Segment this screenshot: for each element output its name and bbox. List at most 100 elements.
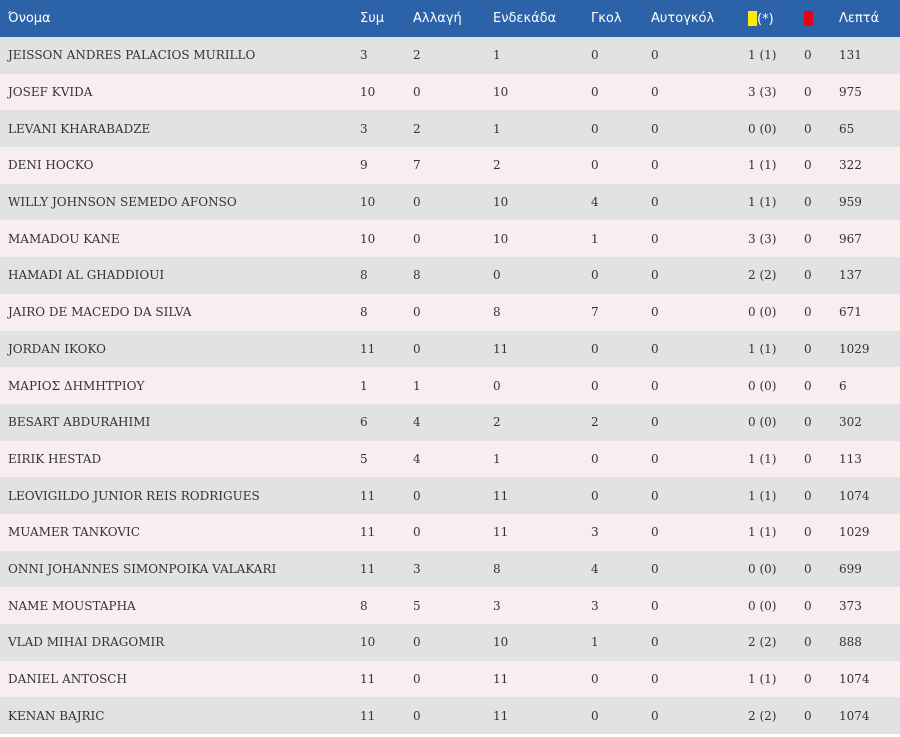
table-header-row: Όνομα Συμ Αλλαγή Ενδεκάδα Γκολ Αυτογκόλ …	[0, 0, 900, 37]
minutes-cell: 137	[839, 268, 862, 283]
column-header-goals[interactable]: Γκολ	[591, 11, 622, 26]
column-header-appearances[interactable]: Συμ	[360, 11, 385, 26]
table-row: JEISSON ANDRES PALACIOS MURILLO 3 2 1 0 0 1 (1…	[0, 37, 900, 74]
table-row: MUAMER TANKOVIC 11 0 11 3 0 1 (1) 0 1029	[0, 513, 900, 551]
appearances-cell: 11	[360, 488, 376, 503]
table-row: WILLY JOHNSON SEMEDO AFONSO 10 0 10 4 0 1 (1) 0…	[0, 183, 900, 221]
table-body: JEISSON ANDRES PALACIOS MURILLO 3 2 1 0 0 1 (1…	[0, 37, 900, 735]
column-header-name[interactable]: Όνομα	[8, 11, 51, 26]
starting-cell: 11	[493, 488, 509, 503]
own-goals-cell: 0	[651, 525, 659, 540]
minutes-cell: 699	[839, 561, 862, 576]
player-name: DENI HOCKO	[8, 158, 94, 173]
player-name: WILLY JOHNSON SEMEDO AFONSO	[8, 195, 237, 210]
goals-cell: 4	[591, 195, 599, 210]
column-header-own-goals[interactable]: Αυτογκόλ	[651, 11, 715, 26]
column-header-yellow-cards[interactable]: (*)	[748, 0, 804, 37]
substitute-cell: 0	[413, 85, 421, 100]
table-row: DENI HOCKO 9 7 2 0 0 1 (1) 0 322	[0, 147, 900, 184]
own-goals-cell: 0	[651, 672, 659, 687]
goals-cell: 0	[591, 378, 599, 393]
red-cards-cell: 0	[804, 195, 812, 210]
goals-cell: 3	[591, 525, 599, 540]
player-name: VLAD MIHAI DRAGOMIR	[8, 635, 165, 650]
appearances-cell: 10	[360, 635, 376, 650]
minutes-cell: 671	[839, 305, 862, 320]
own-goals-cell: 0	[651, 48, 659, 63]
minutes-cell: 302	[839, 415, 862, 430]
appearances-cell: 1	[360, 378, 368, 393]
substitute-cell: 4	[413, 451, 421, 466]
appearances-cell: 10	[360, 85, 376, 100]
red-card-icon	[804, 10, 813, 26]
substitute-cell: 0	[413, 672, 421, 687]
starting-cell: 10	[493, 85, 509, 100]
player-name: JAIRO DE MACEDO DA SILVA	[8, 305, 192, 320]
table-row: BESART ABDURAHIMI 6 4 2 2 0 0 (0) 0 302	[0, 403, 900, 441]
starting-cell: 1	[493, 451, 501, 466]
substitute-cell: 0	[413, 231, 421, 246]
red-cards-cell: 0	[804, 451, 812, 466]
starting-cell: 10	[493, 635, 509, 650]
goals-cell: 0	[591, 121, 599, 136]
yellow-cards-cell: 3 (3)	[748, 231, 777, 246]
player-name: JORDAN IKOKO	[8, 341, 106, 356]
own-goals-cell: 0	[651, 415, 659, 430]
goals-cell: 0	[591, 488, 599, 503]
appearances-cell: 11	[360, 341, 376, 356]
goals-cell: 1	[591, 231, 599, 246]
own-goals-cell: 0	[651, 598, 659, 613]
yellow-cards-cell: 1 (1)	[748, 341, 777, 356]
starting-cell: 3	[493, 598, 501, 613]
yellow-cards-cell: 1 (1)	[748, 525, 777, 540]
yellow-cards-cell: 1 (1)	[748, 48, 777, 63]
appearances-cell: 9	[360, 158, 368, 173]
goals-cell: 0	[591, 672, 599, 687]
appearances-cell: 3	[360, 48, 368, 63]
red-cards-cell: 0	[804, 231, 812, 246]
minutes-cell: 967	[839, 231, 862, 246]
own-goals-cell: 0	[651, 85, 659, 100]
substitute-cell: 4	[413, 415, 421, 430]
goals-cell: 0	[591, 341, 599, 356]
goals-cell: 0	[591, 451, 599, 466]
player-name: MAMADOU KANE	[8, 231, 120, 246]
table-row: VLAD MIHAI DRAGOMIR 10 0 10 1 0 2 (2) 0 888	[0, 624, 900, 661]
substitute-cell: 3	[413, 561, 421, 576]
appearances-cell: 10	[360, 231, 376, 246]
table-row: JORDAN IKOKO 11 0 11 0 0 1 (1) 0 1029	[0, 330, 900, 368]
yellow-cards-cell: 1 (1)	[748, 451, 777, 466]
table-row: KENAN BAJRIC 11 0 11 0 0 2 (2) 0 1074	[0, 697, 900, 735]
table-row: JOSEF KVIDA 10 0 10 0 0 3 (3) 0 975	[0, 73, 900, 111]
red-cards-cell: 0	[804, 48, 812, 63]
column-header-minutes[interactable]: Λεπτά	[839, 11, 880, 26]
red-cards-cell: 0	[804, 121, 812, 136]
starting-cell: 2	[493, 415, 501, 430]
yellow-cards-cell: 1 (1)	[748, 672, 777, 687]
minutes-cell: 959	[839, 195, 862, 210]
minutes-cell: 131	[839, 48, 862, 63]
appearances-cell: 8	[360, 305, 368, 320]
goals-cell: 1	[591, 635, 599, 650]
table-row: LEOVIGILDO JUNIOR REIS RODRIGUES 11 0 11 0 0 1…	[0, 477, 900, 514]
appearances-cell: 8	[360, 268, 368, 283]
table-row: HAMADI AL GHADDIOUI 8 8 0 0 0 2 (2) 0 137	[0, 257, 900, 294]
own-goals-cell: 0	[651, 195, 659, 210]
player-name: KENAN BAJRIC	[8, 708, 105, 723]
column-header-red-cards[interactable]	[804, 0, 839, 37]
minutes-cell: 373	[839, 598, 862, 613]
own-goals-cell: 0	[651, 341, 659, 356]
substitute-cell: 0	[413, 341, 421, 356]
appearances-cell: 10	[360, 195, 376, 210]
red-cards-cell: 0	[804, 488, 812, 503]
substitute-cell: 1	[413, 378, 421, 393]
yellow-cards-cell: 2 (2)	[748, 268, 777, 283]
starting-cell: 11	[493, 341, 509, 356]
table-row: ΜΑΡΙΟΣ ΔΗΜΗΤΡΙΟΥ 1 1 0 0 0 0 (0) 0 6	[0, 367, 900, 404]
starting-cell: 10	[493, 195, 509, 210]
appearances-cell: 11	[360, 525, 376, 540]
table-row: LEVANI KHARABADZE 3 2 1 0 0 0 (0) 0 65	[0, 110, 900, 148]
column-header-substitute[interactable]: Αλλαγή	[413, 11, 462, 26]
column-header-starting[interactable]: Ενδεκάδα	[493, 11, 557, 26]
